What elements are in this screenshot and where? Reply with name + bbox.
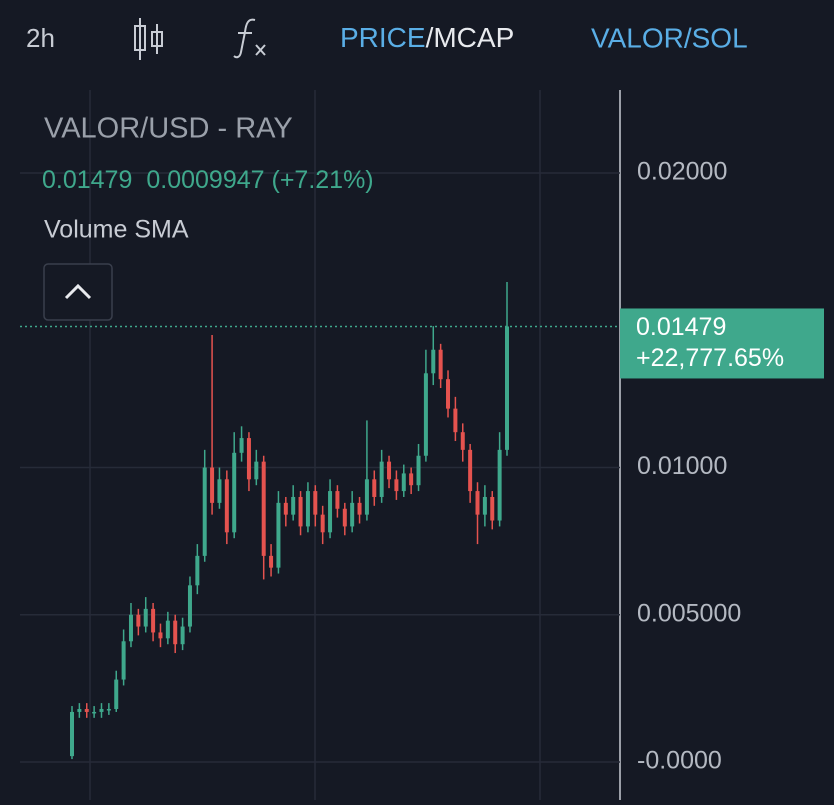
price-mode[interactable]: PRICE (340, 22, 426, 53)
candle-body (276, 502, 281, 568)
candle-body (217, 479, 222, 503)
candle-body (77, 709, 82, 712)
candle-body (423, 373, 428, 456)
indicators-button[interactable] (233, 18, 266, 59)
pair-button[interactable]: VALOR/SOL (591, 22, 748, 53)
candle-body (84, 709, 89, 712)
candle-body (136, 614, 141, 627)
candle-body (364, 479, 369, 515)
candle-body (305, 491, 310, 527)
candle-body (350, 502, 355, 527)
candle-body (128, 614, 133, 642)
candle-body (335, 491, 340, 509)
candle-type-button[interactable] (134, 18, 163, 60)
vertical-grid (89, 90, 541, 800)
price-tag-change: +22,777.65% (636, 344, 784, 372)
price-tag (620, 308, 824, 379)
candle-body (379, 461, 384, 497)
candle-body (490, 496, 495, 521)
candle-body (446, 379, 451, 409)
candle-body (239, 438, 244, 453)
candle-body (438, 349, 443, 380)
chart-title: VALOR/USD - RAY (44, 113, 293, 145)
candle-body (401, 473, 406, 492)
price-tag-value: 0.01479 (636, 313, 726, 341)
candle-body (482, 496, 487, 515)
candle-body (70, 711, 74, 757)
candle-body (195, 555, 200, 586)
y-tick-label: 0.005000 (637, 599, 741, 627)
candle-body (158, 632, 163, 639)
candle-body (261, 461, 266, 556)
y-tick-label: -0.0000 (637, 747, 722, 775)
legend-values: 0.01479 0.0009947 (+7.21%) (42, 166, 374, 194)
indicator-label: Volume SMA (44, 216, 189, 244)
candle-body (387, 461, 392, 480)
candle-body (460, 432, 465, 450)
candle-body (505, 326, 509, 450)
collapse-button[interactable] (43, 263, 113, 321)
candle-body (328, 491, 333, 533)
candle-body (106, 709, 111, 711)
candle-body (202, 467, 207, 556)
candle-body (165, 620, 170, 639)
candle-body (180, 626, 185, 645)
y-tick-label: 0.02000 (637, 158, 727, 186)
candle-body (143, 608, 148, 627)
candle-body (372, 479, 377, 497)
candle-body (92, 711, 97, 714)
candle-body (246, 438, 251, 480)
candle-body (269, 555, 274, 568)
mode-toggle[interactable]: PRICE/MCAP (340, 22, 514, 53)
y-tick-label: 0.01000 (637, 452, 727, 480)
candles (70, 282, 509, 760)
candle-body (313, 491, 318, 515)
candle-body (114, 679, 119, 710)
candle-body (298, 496, 303, 527)
overlay: -0.0000 0.005000 0.01000 0.02000 0.01479 +22,… (20, 158, 824, 775)
candle-body (357, 502, 362, 515)
interval-button[interactable]: 2h (26, 23, 55, 53)
candle-body (99, 709, 104, 712)
candle-body (224, 479, 229, 533)
candle-body (468, 449, 473, 492)
candle-body (173, 620, 178, 645)
grid (20, 172, 620, 763)
candle-body (254, 461, 259, 480)
candle-body (151, 608, 156, 633)
candle-body (453, 408, 458, 433)
candle-body (291, 496, 296, 515)
candle-body (210, 467, 215, 503)
mode-separator: / (426, 22, 434, 53)
legend-change: 0.0009947 (+7.21%) (146, 166, 373, 194)
candle-body (475, 491, 480, 515)
mcap-mode[interactable]: MCAP (433, 22, 514, 53)
candle-body (409, 473, 414, 486)
candle-body (283, 502, 288, 515)
candle-body (187, 585, 192, 627)
candle-body (416, 455, 421, 486)
candle-body (320, 514, 325, 533)
candle-body (342, 508, 347, 527)
legend-last: 0.01479 (42, 166, 132, 194)
candle-body (394, 479, 399, 492)
candle-body (121, 641, 126, 680)
candle-body (497, 449, 502, 521)
candle-body (431, 349, 436, 374)
candle-body (232, 452, 237, 533)
